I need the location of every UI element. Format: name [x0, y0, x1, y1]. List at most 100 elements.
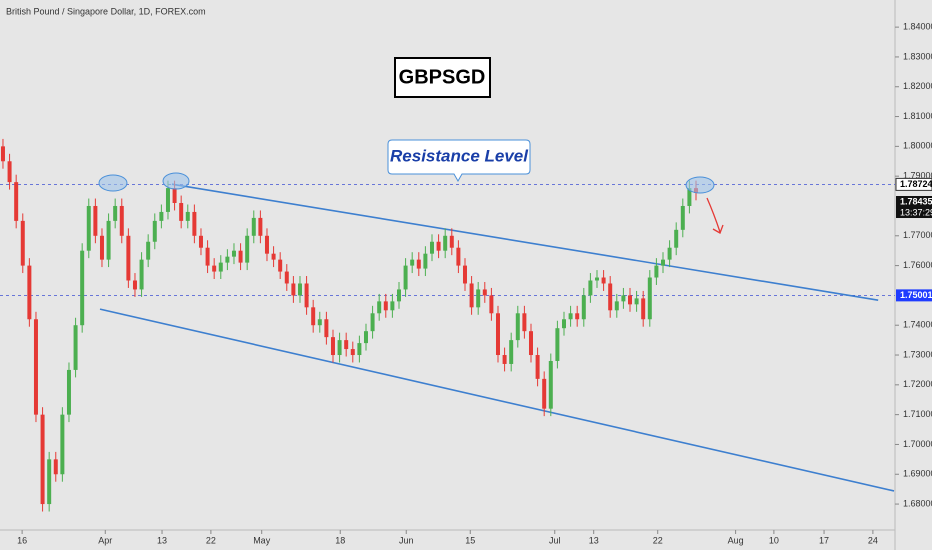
x-tick-label: Jul [549, 535, 561, 545]
candle-body [165, 188, 170, 212]
candle-body [27, 265, 32, 320]
candle-body [522, 313, 527, 332]
y-tick-label: 1.73000 [903, 349, 932, 359]
x-tick-label: 24 [868, 535, 878, 545]
x-tick-label: 22 [206, 535, 216, 545]
y-tick-label: 1.68000 [903, 498, 932, 508]
y-tick-label: 1.76000 [903, 260, 932, 270]
candle-body [403, 265, 408, 290]
candle-body [357, 343, 362, 356]
candle-body [515, 313, 520, 341]
candle-body [278, 259, 283, 272]
highlight [98, 174, 128, 192]
x-tick-label: Apr [98, 535, 112, 545]
x-tick-label: 13 [157, 535, 167, 545]
candle-body [344, 340, 349, 350]
candle-body [548, 360, 553, 409]
candle-body [311, 307, 316, 326]
candle-body [634, 298, 639, 305]
y-tick-label: 1.77000 [903, 230, 932, 240]
candle-body [542, 378, 547, 409]
y-tick-label: 1.81000 [903, 111, 932, 121]
countdown: 13:37:29 [900, 207, 932, 217]
candle-body [502, 355, 507, 364]
candle-body [462, 265, 467, 284]
candle-body [561, 319, 566, 329]
candle-body [185, 211, 190, 221]
candle-body [654, 265, 659, 278]
candle-body [7, 161, 12, 183]
level-label: 1.75001 [900, 290, 932, 300]
candle-body [601, 277, 606, 284]
candle-body [377, 301, 382, 314]
candle-body [482, 289, 487, 296]
candle-body [680, 205, 685, 230]
candle-body [370, 313, 375, 332]
candle-body [594, 277, 599, 281]
candle-body [324, 319, 329, 338]
last-price: 1.78435 [900, 196, 932, 206]
candle-body [509, 340, 514, 364]
trend-line [171, 183, 879, 301]
candle-body [621, 295, 626, 302]
last-price-tag [896, 196, 932, 219]
candle-body [660, 259, 665, 266]
y-tick-label: 1.71000 [903, 409, 932, 419]
candle-body [456, 247, 461, 266]
candle-body [80, 250, 85, 326]
candle-body [20, 220, 25, 266]
candle-body [231, 250, 236, 257]
candle-body [99, 235, 104, 260]
highlight [162, 172, 190, 190]
candle-body [93, 205, 98, 236]
candle-body [33, 319, 38, 415]
candle-body [60, 414, 65, 475]
trend-line [99, 308, 895, 492]
candle-body [350, 349, 355, 356]
candle-body [443, 235, 448, 251]
x-tick-label: 22 [653, 535, 663, 545]
highlight [685, 176, 715, 194]
x-tick-label: 13 [589, 535, 599, 545]
candle-body [667, 247, 672, 260]
symbol: GBPSGD [399, 66, 486, 88]
chart-title: British Pound / Singapore Dollar, 1D, FO… [6, 6, 206, 16]
candle-body [126, 235, 131, 281]
candle-body [423, 253, 428, 269]
x-tick-label: Jun [399, 535, 414, 545]
candle-body [205, 247, 210, 266]
candle-body [581, 295, 586, 320]
candle-body [14, 182, 19, 221]
candle-body [383, 301, 388, 311]
candle-body [225, 256, 230, 263]
candle-body [410, 259, 415, 266]
candle-body [119, 205, 124, 236]
candle-body [218, 262, 223, 272]
candle-body [271, 253, 276, 260]
candle-body [238, 250, 243, 263]
candle-body [317, 319, 322, 326]
candle-body [179, 202, 184, 221]
candle-body [73, 325, 78, 370]
candle-body [568, 313, 573, 320]
candle-body [113, 205, 118, 221]
candle-body [291, 283, 296, 296]
candle-body [192, 211, 197, 236]
candle-body [146, 241, 151, 260]
candle-body [429, 241, 434, 254]
candle-body [86, 205, 91, 251]
candle-body [469, 283, 474, 308]
candle-body [212, 265, 217, 272]
y-tick-label: 1.79000 [903, 171, 932, 181]
y-tick-label: 1.70000 [903, 439, 932, 449]
candle-body [330, 337, 335, 356]
candle-body [284, 271, 289, 284]
candle-body [0, 146, 5, 162]
candle-body [245, 235, 250, 263]
candle-body [674, 229, 679, 248]
candle-body [337, 340, 342, 356]
candle-body [535, 355, 540, 379]
marks [0, 138, 895, 512]
